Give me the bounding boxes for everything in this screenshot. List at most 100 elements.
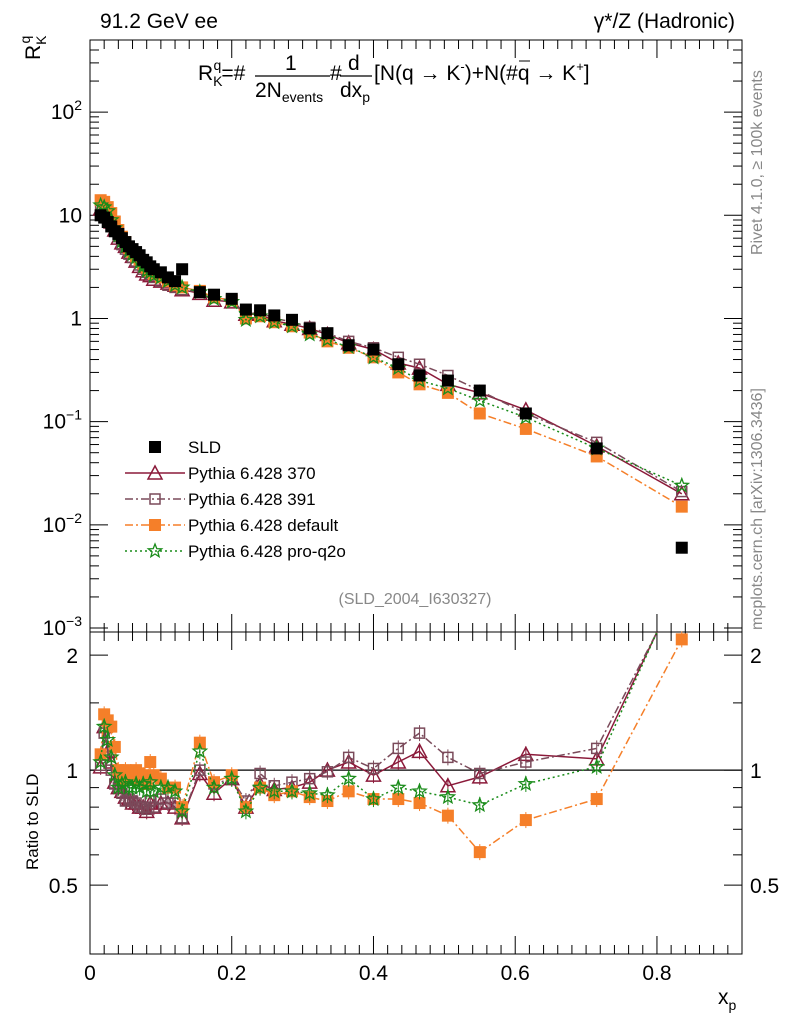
main-data-point [413, 369, 426, 382]
ratio-data-point [471, 768, 489, 784]
ratio-data-point [474, 767, 486, 780]
ratio-data-point [340, 769, 357, 786]
main-data-point [441, 374, 454, 387]
main-data-point [254, 304, 267, 317]
rivet-label: Rivet 4.1.0, ≥ 100k events [749, 70, 766, 255]
ratio-data-point [367, 762, 380, 775]
ratio-data-point [194, 764, 206, 776]
analysis-watermark: (SLD_2004_I630327) [338, 591, 491, 608]
main-ytick-label: 1 [70, 307, 82, 330]
main-data-point [590, 442, 603, 455]
legend-item: Pythia 6.428 391 [125, 490, 316, 509]
main-data-point [673, 485, 691, 501]
ratio-xtick-label: 0.6 [501, 962, 530, 985]
ratio-data-point [283, 782, 301, 799]
main-data-point [176, 263, 189, 276]
energy-label: 91.2 GeV ee [100, 10, 218, 33]
ratio-xtick-label: 0.4 [359, 962, 389, 985]
ratio-data-point [141, 773, 159, 790]
ratio-series-line [99, 631, 658, 820]
main-data-point [676, 485, 688, 498]
ratio-ytick-label-right: 0.5 [750, 875, 779, 898]
svg-text:[N(q → K-)+N(#q → K+]: [N(q → K-)+N(#q → K+] [374, 59, 590, 85]
ratio-data-point [392, 742, 405, 755]
ratio-data-point [321, 766, 334, 778]
ratio-data-point [517, 775, 535, 792]
main-data-point [392, 358, 405, 371]
legend-marker [146, 542, 164, 559]
main-axes: 10−3 10−2 10−1 1 10 102 [43, 39, 742, 640]
ratio-data-point [441, 809, 454, 822]
ratio-data-point [126, 772, 139, 785]
ratio-data-point [131, 778, 149, 795]
svg-text:2Nevents: 2Nevents [255, 79, 323, 105]
main-data-point [268, 309, 281, 322]
ratio-data-point [130, 797, 142, 809]
svg-text:RKq=#: RKq=# [198, 57, 246, 89]
ratio-ytick-label: 2 [66, 645, 78, 668]
main-ytick-label: 102 [51, 97, 82, 124]
ratio-data-point [439, 788, 457, 805]
xlabel: xp [718, 986, 737, 1013]
ratio-data-point [413, 797, 426, 810]
ratio-data-point [205, 778, 223, 795]
main-data-point [519, 407, 532, 420]
ratio-data-point [590, 742, 603, 755]
ratio-data-point [173, 802, 191, 819]
ratio-data-point [140, 803, 153, 815]
ratio-data-point [251, 778, 269, 795]
ratio-data-point [365, 790, 382, 807]
main-data-point [673, 476, 691, 493]
svg-text:#: # [330, 62, 342, 85]
ratio-xtick-label: 0.8 [642, 962, 671, 985]
main-data-point [225, 292, 238, 305]
legend-item: SLD [149, 438, 221, 457]
main-series-3 [94, 194, 688, 513]
main-data-point [675, 541, 688, 554]
legend-label: Pythia 6.428 370 [188, 464, 316, 483]
ratio-data-point [95, 717, 113, 734]
legend-item: Pythia 6.428 pro-q2o [125, 542, 346, 561]
process-label: γ*/Z (Hadronic) [594, 10, 735, 33]
ratio-series-group [92, 631, 688, 861]
legend-label: Pythia 6.428 391 [188, 490, 316, 509]
ratio-data-point [237, 802, 255, 819]
ratio-data-point [144, 756, 157, 769]
ratio-data-point [301, 784, 319, 801]
ratio-xtick-label: 0.2 [217, 962, 246, 985]
main-data-point [675, 500, 688, 513]
ratio-ytick-label: 1 [66, 760, 78, 783]
formula: RKq=# 1 2Nevents # d dxp [N(q → K-)+N(#q… [198, 52, 590, 105]
main-data-point [473, 407, 486, 420]
main-ytick-label: 10 [59, 204, 82, 227]
svg-text:dxp: dxp [340, 79, 370, 105]
ratio-ytick-label: 0.5 [49, 875, 78, 898]
legend-item: Pythia 6.428 default [125, 516, 339, 535]
ratio-data-point [148, 801, 160, 813]
main-data-point [321, 327, 334, 340]
main-data-point [239, 303, 252, 316]
main-data-point [342, 339, 355, 352]
main-series-group [92, 194, 691, 554]
legend-marker [149, 441, 161, 453]
ratio-data-point [99, 731, 117, 748]
ratio-data-point [303, 772, 316, 785]
ratio-data-point [588, 757, 606, 774]
main-data-point [208, 288, 221, 301]
ratio-data-point [390, 753, 407, 769]
ratio-data-point [126, 795, 139, 807]
ratio-data-point [223, 769, 241, 786]
ratio-data-point [342, 751, 355, 764]
legend-marker [149, 519, 161, 531]
ratio-data-point [413, 727, 426, 739]
ratio-ytick-label-right: 2 [750, 645, 762, 668]
main-ytick-label: 10−3 [43, 613, 83, 640]
ratio-data-point [392, 793, 405, 806]
ratio-data-point [159, 778, 177, 795]
ratio-data-point [520, 756, 532, 768]
ratio-data-point [471, 796, 489, 813]
main-data-point [193, 286, 206, 299]
svg-text:d: d [348, 52, 360, 75]
main-ytick-label: 10−2 [43, 510, 83, 537]
